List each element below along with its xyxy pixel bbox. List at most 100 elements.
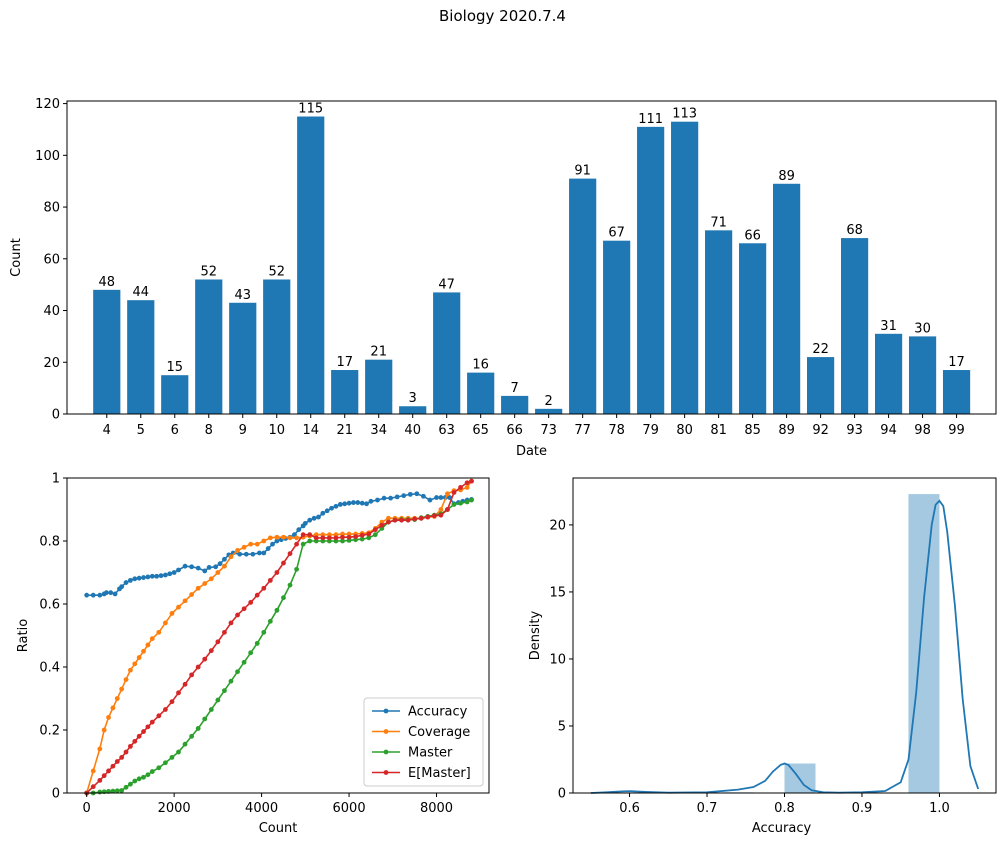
data-point (110, 763, 116, 769)
figure-suptitle: Biology 2020.7.4 (439, 7, 566, 25)
data-point (326, 535, 332, 541)
y-tick-label: 5 (558, 719, 566, 734)
y-tick-label: 0.4 (39, 661, 60, 676)
bar-value-label: 67 (608, 226, 625, 241)
data-point (438, 512, 444, 518)
data-point (202, 656, 208, 662)
data-point (132, 661, 138, 667)
data-point (156, 629, 162, 635)
bar-81 (705, 230, 733, 414)
data-point (176, 749, 181, 755)
data-point (128, 667, 133, 673)
data-point (438, 495, 444, 500)
x-tick-label: 85 (744, 423, 761, 438)
data-point (123, 677, 129, 682)
data-point (270, 541, 275, 547)
bar-value-label: 30 (914, 321, 931, 336)
data-point (108, 590, 114, 596)
bar-73 (535, 408, 563, 414)
bar-85 (739, 243, 767, 414)
bar-value-label: 7 (511, 381, 519, 396)
bar-value-label: 68 (846, 223, 863, 238)
x-tick-label: 0 (83, 801, 91, 816)
x-tick-label: 10 (268, 423, 285, 438)
legend-label: Coverage (408, 725, 470, 740)
data-point (333, 503, 339, 509)
histogram-bin (908, 494, 940, 793)
data-point (162, 620, 168, 626)
data-point (141, 575, 146, 580)
data-point (333, 535, 339, 541)
data-point (425, 514, 431, 520)
data-point (254, 541, 260, 547)
data-point (167, 571, 173, 577)
bar-6 (161, 375, 189, 414)
x-tick-label: 4 (103, 423, 111, 438)
x-tick-label: 66 (506, 423, 523, 438)
y-tick-label: 0 (52, 787, 60, 802)
data-point (235, 612, 240, 618)
axes-frame (572, 477, 997, 794)
data-point (145, 724, 151, 730)
x-tick-label: 73 (540, 423, 557, 438)
data-point (241, 659, 247, 665)
data-point (103, 590, 109, 596)
y-tick-label: 0 (52, 408, 60, 423)
bar-value-label: 48 (98, 275, 115, 290)
data-point (136, 733, 142, 739)
data-point (119, 686, 125, 692)
y-tick-label: 15 (549, 585, 566, 600)
x-tick-label: 2000 (158, 801, 191, 816)
bar-value-label: 111 (638, 112, 663, 127)
data-point (464, 499, 470, 505)
bar-94 (874, 333, 903, 414)
data-point (208, 707, 214, 712)
y-tick-label: 0.8 (39, 535, 60, 550)
data-point (112, 591, 118, 597)
data-point (296, 527, 302, 533)
bar-value-label: 2 (545, 394, 553, 409)
bar-value-label: 47 (438, 277, 455, 292)
data-point (243, 551, 249, 557)
bar-63 (433, 292, 461, 414)
data-point (114, 759, 120, 764)
data-point (431, 513, 437, 519)
legend-marker (383, 770, 389, 775)
data-point (394, 494, 400, 500)
data-point (381, 495, 387, 501)
data-point (281, 560, 286, 566)
x-tick-label: 81 (710, 423, 727, 438)
histogram-chart: 0.6 0.7 0.8 0.9 1.0 0 5 10 15 20 Accuracy Density (528, 477, 997, 836)
bar-value-label: 43 (234, 288, 251, 303)
data-point (320, 535, 326, 541)
data-point (294, 566, 299, 572)
x-axis-label: Count (259, 821, 298, 836)
x-tick-label: 89 (778, 423, 795, 438)
data-point (469, 478, 474, 484)
data-point (158, 573, 164, 579)
data-point (307, 538, 313, 544)
line-chart: 0 2000 4000 6000 8000 0 0.2 0.4 0.6 0.8 1 Count Rati… (16, 472, 490, 836)
data-point (311, 515, 317, 521)
data-point (386, 515, 391, 521)
data-point (372, 527, 378, 533)
data-point (265, 546, 271, 551)
data-point (438, 507, 444, 512)
data-point (337, 502, 343, 507)
data-point (156, 713, 162, 719)
bar-5 (127, 300, 155, 414)
data-point (346, 534, 352, 540)
data-point (287, 551, 293, 556)
data-point (141, 729, 146, 734)
data-point (145, 642, 151, 648)
data-point (359, 536, 365, 542)
x-tick-label: 9 (239, 423, 247, 438)
data-point (90, 592, 96, 598)
x-tick-label: 0.6 (619, 801, 640, 816)
y-tick-label: 10 (549, 652, 566, 667)
series-line-Accuracy (86, 492, 472, 597)
legend: Accuracy Coverage Master E[Master] (363, 697, 484, 787)
data-point (274, 538, 280, 544)
data-point (182, 563, 188, 569)
